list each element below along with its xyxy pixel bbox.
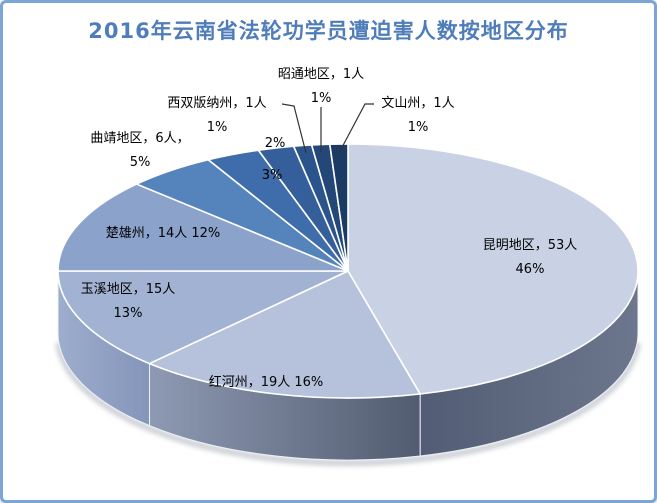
pie-slice-honghe <box>148 270 421 399</box>
pie-slice-kunming <box>347 143 639 395</box>
leader-line-wenshan <box>338 103 374 154</box>
pie-slice-wenshan <box>328 143 349 272</box>
leader-line-xishuangbanna <box>281 103 307 154</box>
pie-slice-yuxi <box>57 270 349 365</box>
pie-slice-chuxiong <box>57 183 349 272</box>
pie-ground-shadow <box>55 342 641 466</box>
chart-title: 2016年云南省法轮功学员遭迫害人数按地区分布 <box>88 19 569 43</box>
pie-chart-3d <box>55 103 641 466</box>
